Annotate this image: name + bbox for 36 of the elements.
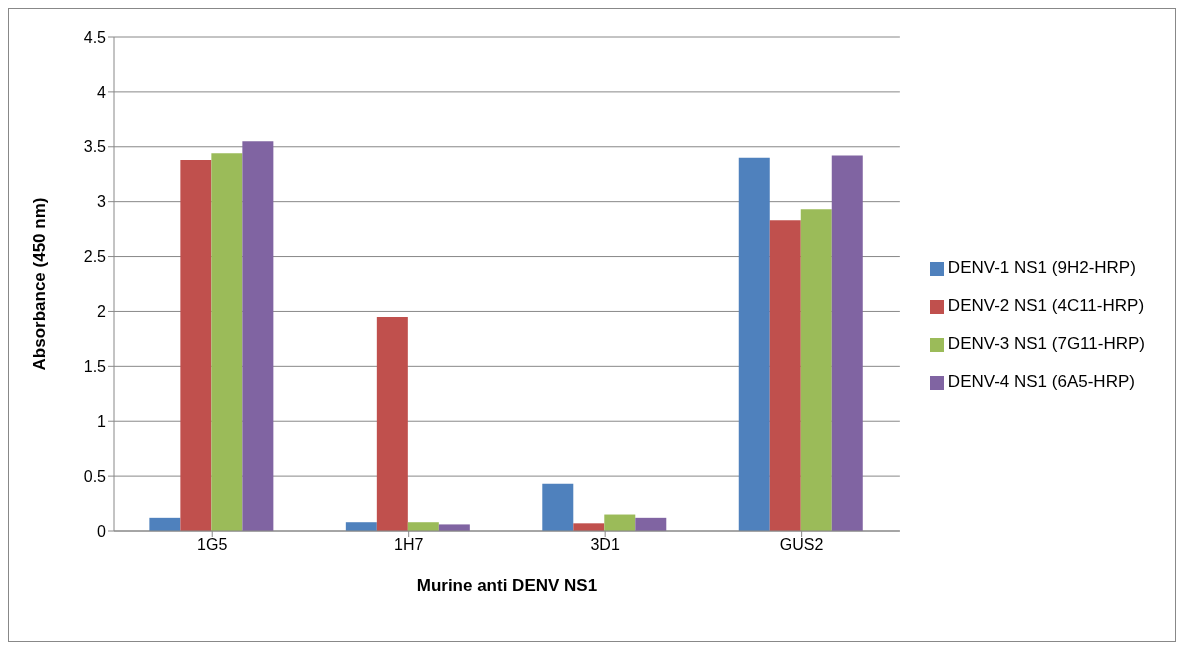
- x-tick-label: 1H7: [394, 536, 424, 554]
- bar: [831, 155, 863, 531]
- bar: [604, 514, 636, 531]
- y-tick-label: 1.5: [83, 358, 107, 376]
- y-tick-label: 1: [97, 412, 107, 430]
- bar: [242, 141, 274, 531]
- y-tick-label: 2.5: [83, 248, 107, 266]
- bar: [573, 523, 605, 531]
- bar: [542, 483, 574, 531]
- bar: [800, 209, 832, 531]
- x-tick-label: 1G5: [197, 536, 228, 554]
- y-tick-label: 3: [97, 193, 107, 211]
- bar: [211, 153, 243, 531]
- legend-label: DENV-4 NS1 (6A5-HRP): [947, 372, 1135, 391]
- x-tick-label: 3D1: [590, 536, 620, 554]
- y-tick-label: 0.5: [83, 467, 107, 485]
- bar: [738, 157, 770, 531]
- y-tick-label: 3.5: [83, 138, 107, 156]
- x-tick-label: GUS2: [779, 536, 824, 554]
- bar: [769, 220, 801, 531]
- x-axis-title: Murine anti DENV NS1: [416, 576, 598, 595]
- bar: [438, 524, 470, 531]
- y-tick-label: 0: [97, 522, 107, 540]
- y-tick-label: 4.5: [83, 28, 107, 46]
- bar: [635, 517, 667, 531]
- bar: [180, 159, 212, 531]
- bar: [149, 517, 181, 531]
- y-tick-label: 4: [97, 83, 107, 101]
- legend-label: DENV-2 NS1 (4C11-HRP): [947, 296, 1145, 315]
- y-axis-title: Absorbance (450 nm): [30, 197, 50, 371]
- y-tick-label: 2: [97, 303, 107, 321]
- legend-label: DENV-1 NS1 (9H2-HRP): [947, 258, 1136, 277]
- bar: [407, 522, 439, 531]
- bar: [345, 522, 377, 531]
- legend-label: DENV-3 NS1 (7G11-HRP): [947, 334, 1145, 353]
- bar: [376, 316, 408, 531]
